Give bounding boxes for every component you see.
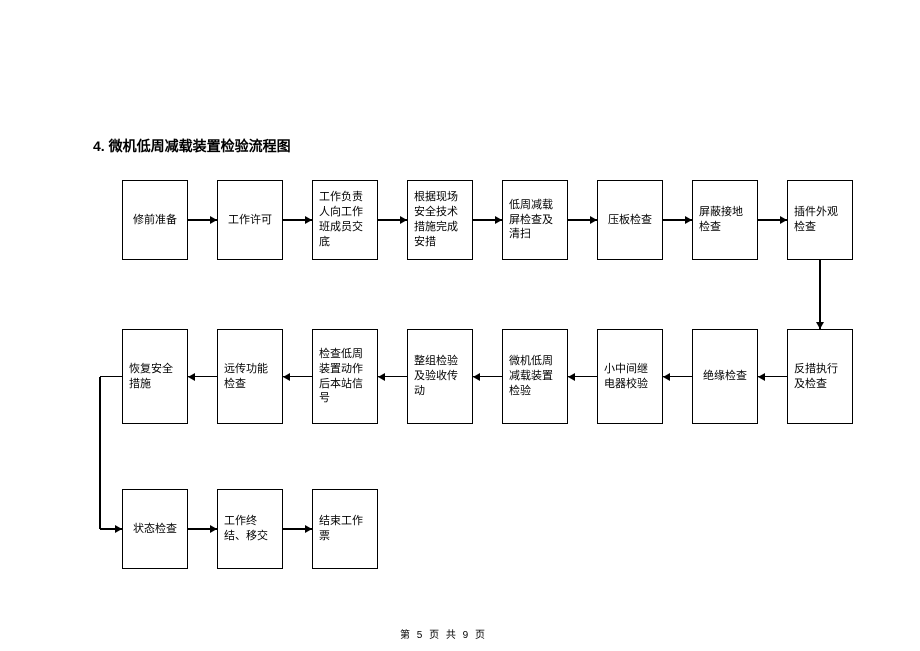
flow-node-n15: 远传功能检查 <box>217 329 283 424</box>
flow-node-n2: 工作许可 <box>217 180 283 260</box>
flow-node-n19: 结束工作票 <box>312 489 378 569</box>
edge-arrowhead <box>115 525 122 533</box>
edge-line <box>99 377 101 530</box>
flow-node-n17: 状态检查 <box>122 489 188 569</box>
flow-node-n3: 工作负责人向工作班成员交底 <box>312 180 378 260</box>
edge-arrowhead <box>473 373 480 381</box>
flowchart-container: 修前准备工作许可工作负责人向工作班成员交底根据现场安全技术措施完成安措低周减载屏… <box>0 0 920 651</box>
flow-node-n16: 恢复安全措施 <box>122 329 188 424</box>
edge-arrowhead <box>210 216 217 224</box>
flow-node-n13: 整组检验及验收传动 <box>407 329 473 424</box>
flow-node-n4: 根据现场安全技术措施完成安措 <box>407 180 473 260</box>
edge-arrowhead <box>188 373 195 381</box>
edge-arrowhead <box>378 373 385 381</box>
flow-node-n9: 反措执行及检查 <box>787 329 853 424</box>
flow-node-n1: 修前准备 <box>122 180 188 260</box>
edge-arrowhead <box>210 525 217 533</box>
edge-arrowhead <box>758 373 765 381</box>
edge-arrowhead <box>568 373 575 381</box>
edge-line <box>100 376 122 378</box>
flow-node-n18: 工作终结、移交 <box>217 489 283 569</box>
flow-node-n6: 压板检查 <box>597 180 663 260</box>
flow-node-n8: 插件外观检查 <box>787 180 853 260</box>
flow-node-n14: 检查低周装置动作后本站信号 <box>312 329 378 424</box>
edge-arrowhead <box>400 216 407 224</box>
edge-arrowhead <box>816 322 824 329</box>
flow-node-n11: 小中间继电器校验 <box>597 329 663 424</box>
edge-arrowhead <box>495 216 502 224</box>
flow-node-n10: 绝缘检查 <box>692 329 758 424</box>
flow-node-n5: 低周减载屏检查及清扫 <box>502 180 568 260</box>
edge-arrowhead <box>305 525 312 533</box>
flow-node-n12: 微机低周减载装置检验 <box>502 329 568 424</box>
edge-arrowhead <box>780 216 787 224</box>
edge-arrowhead <box>590 216 597 224</box>
edge-arrowhead <box>685 216 692 224</box>
edge-arrowhead <box>305 216 312 224</box>
flow-node-n7: 屏蔽接地检查 <box>692 180 758 260</box>
edge-arrowhead <box>283 373 290 381</box>
edge-arrowhead <box>663 373 670 381</box>
page-footer: 第 5 页 共 9 页 <box>400 626 487 641</box>
edge-line <box>819 260 821 329</box>
